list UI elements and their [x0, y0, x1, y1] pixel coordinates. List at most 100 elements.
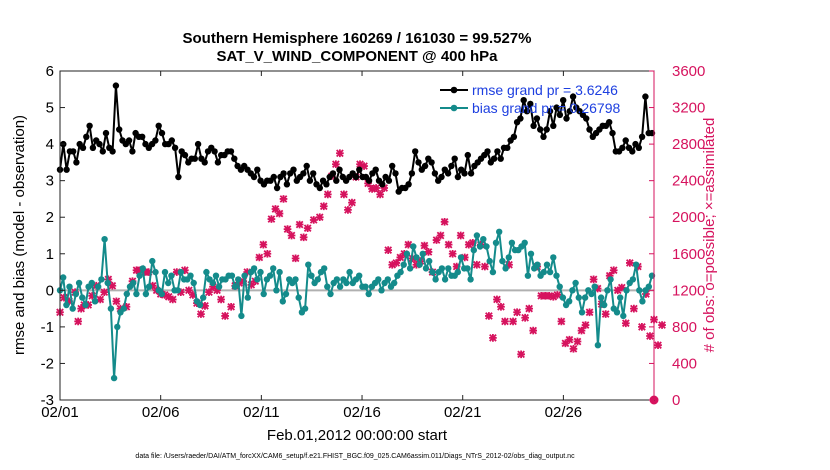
rmse-point [227, 148, 235, 155]
bias-point [196, 301, 204, 309]
bias-point [209, 279, 216, 287]
bias-point [260, 290, 267, 298]
obs-assimilated-point [448, 249, 457, 258]
obs-assimilated-point [356, 160, 364, 169]
rmse-point [563, 115, 570, 122]
rmse-series [56, 82, 656, 195]
rmse-point [537, 126, 544, 133]
right-y-axis: 0 400 800 1200 1600 2000 2400 2800 3200 3600 [649, 63, 705, 409]
y-left-tick-label: 4 [46, 136, 54, 153]
obs-assimilated-point [630, 304, 638, 313]
obs-assimilated-point [267, 215, 276, 223]
obs-assimilated-point [541, 291, 550, 300]
rmse-point [431, 170, 439, 177]
bias-point [629, 276, 637, 283]
bias-point [139, 265, 146, 272]
y-right-tick-label: 3600 [672, 63, 705, 80]
bias-point [617, 294, 624, 301]
bias-point [578, 309, 586, 316]
rmse-point [280, 170, 287, 177]
rmse-point [372, 166, 379, 173]
rmse-point [550, 122, 557, 129]
obs-assimilated-point [497, 302, 505, 311]
legend-rmse-marker [450, 86, 458, 94]
obs-assimilated-point [185, 286, 193, 295]
rmse-point [168, 137, 175, 144]
rmse-point [112, 82, 120, 89]
obs-assimilated-point [553, 291, 562, 299]
bias-point [572, 279, 579, 287]
rmse-point [231, 155, 238, 162]
bias-point [346, 268, 353, 276]
bias-point [145, 283, 153, 290]
rmse-point [194, 140, 202, 148]
obs-assimilated-point [88, 291, 97, 300]
bias-point [79, 294, 86, 301]
bias-point [333, 276, 341, 283]
rmse-point [533, 115, 541, 122]
obs-assimilated-point [332, 160, 340, 169]
rmse-point [152, 137, 159, 144]
rmse-point [569, 93, 577, 100]
bias-point [276, 268, 283, 276]
obs-assimilated-point [323, 190, 332, 199]
bias-point [441, 276, 449, 283]
obs-assimilated-point [585, 308, 594, 317]
rmse-point [306, 177, 314, 184]
bias-point [152, 268, 159, 276]
y-right-tick-label: 2000 [672, 209, 705, 226]
bias-point [241, 272, 248, 279]
obs-assimilated-point [646, 332, 654, 340]
y-left-tick-label: 1 [46, 246, 54, 263]
bias-point [314, 276, 321, 283]
obs-assimilated-point [132, 266, 141, 275]
y-left-tick-label: 3 [46, 173, 54, 190]
bias-point [235, 276, 242, 283]
x-axis-label: Feb.01,2012 00:00:00 start [267, 427, 448, 444]
rmse-point [129, 148, 136, 155]
bias-point [470, 246, 477, 254]
obs-assimilated-point [340, 190, 348, 199]
bias-point [321, 265, 328, 272]
rmse-point [527, 100, 534, 108]
legend-rmse-label: rmse grand pr = 3.6246 [472, 82, 618, 98]
obs-assimilated-point [197, 310, 205, 318]
obs-assimilated-point [348, 198, 356, 207]
bias-point [607, 276, 614, 283]
bias-point [473, 232, 481, 239]
left-y-axis-label: rmse and bias (model - observation) [11, 115, 28, 355]
rmse-point [635, 144, 642, 151]
obs-assimilated-point [642, 290, 650, 298]
bias-point [136, 272, 143, 279]
obs-assimilated-point [444, 240, 453, 249]
rmse-point [99, 148, 107, 155]
y-left-tick-label: 2 [46, 209, 54, 226]
y-left-tick-label: -1 [41, 319, 54, 336]
obs-assimilated-point [372, 184, 380, 192]
bias-point [282, 290, 290, 298]
bias-point [467, 276, 474, 283]
obs-assimilated-point [376, 190, 384, 199]
rmse-point [283, 181, 291, 188]
bias-point [266, 272, 274, 279]
obs-assimilated-point [189, 291, 197, 299]
bias-point [639, 298, 646, 305]
bias-point [636, 287, 643, 294]
bias-point [91, 298, 99, 305]
obs-assimilated-point [525, 304, 533, 313]
bias-point [505, 254, 512, 261]
obs-assimilated-point [412, 260, 421, 269]
x-tick-label: 02/01 [41, 404, 79, 421]
rmse-point [523, 108, 531, 115]
rmse-point [385, 177, 393, 184]
rmse-point [365, 177, 373, 184]
bias-point [336, 283, 344, 290]
bias-point [384, 276, 391, 283]
obs-assimilated-point [303, 224, 312, 233]
obs-assimilated-point [164, 292, 173, 301]
bias-point [279, 298, 286, 305]
obs-assimilated-point [172, 268, 181, 276]
bias-point [496, 228, 503, 235]
bias-point [556, 283, 563, 290]
obs-assimilated-point [472, 260, 481, 269]
